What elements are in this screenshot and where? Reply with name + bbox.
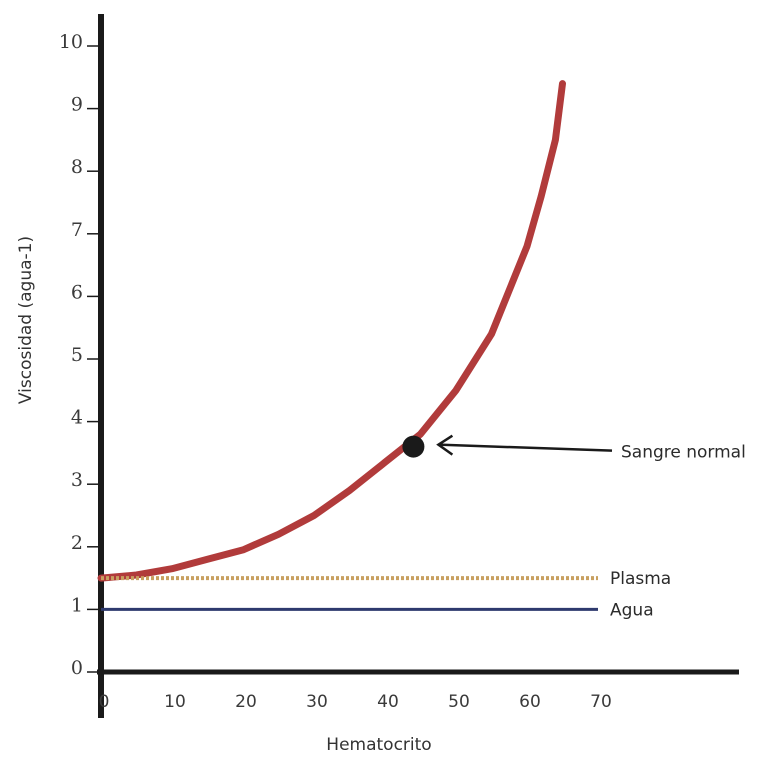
x-tick-label: 10 <box>164 692 186 712</box>
normal-blood-point <box>402 435 425 458</box>
y-tick-label: 4 <box>71 407 83 429</box>
annotation-layer: Sangre normal <box>402 434 746 463</box>
x-tick-label: 60 <box>519 692 541 712</box>
y-tick-label: 10 <box>59 31 83 53</box>
series-layer: Plasma Agua <box>97 80 671 620</box>
y-tick-label: 5 <box>71 344 83 366</box>
y-tick-label: 1 <box>71 594 83 616</box>
x-tick-label: 30 <box>306 692 328 712</box>
annotation-arrow-shaft <box>438 443 613 452</box>
y-tick-label: 0 <box>71 657 83 679</box>
plasma-label: Plasma <box>610 569 671 589</box>
y-tick-label: 6 <box>71 281 83 303</box>
x-tick-label: 40 <box>377 692 399 712</box>
agua-label: Agua <box>610 600 654 620</box>
y-tick-label: 2 <box>71 532 83 554</box>
x-axis-title: Hematocrito <box>326 735 431 755</box>
blood-viscosity-curve <box>97 80 566 582</box>
y-tick-label: 3 <box>71 469 83 491</box>
y-axis-title: Viscosidad (agua-1) <box>16 236 36 404</box>
x-axis: 0 10 20 30 40 50 60 70 <box>97 669 739 712</box>
y-tick-label: 8 <box>71 156 83 178</box>
y-tick-label: 7 <box>71 219 83 241</box>
y-axis: 0 1 2 3 4 5 6 7 8 9 10 <box>59 14 104 718</box>
x-tick-label: 20 <box>235 692 257 712</box>
y-tick-label: 9 <box>71 94 83 116</box>
x-tick-label: 50 <box>448 692 470 712</box>
x-tick-label: 0 <box>99 692 110 712</box>
annotation-arrowhead <box>436 434 454 456</box>
x-tick-label: 70 <box>590 692 612 712</box>
annotation-label: Sangre normal <box>621 443 746 463</box>
